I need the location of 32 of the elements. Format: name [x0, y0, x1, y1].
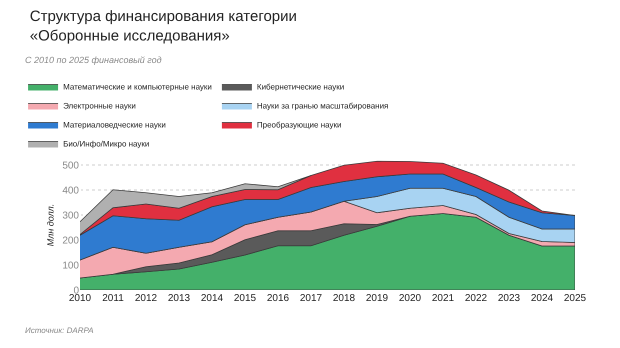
chart-title: Структура финансирования категории «Оборонные исследования»	[30, 8, 297, 44]
y-tick-label: 300	[62, 210, 80, 222]
x-tick-label: 2014	[200, 293, 224, 304]
x-tick-label: 2025	[564, 293, 587, 304]
legend-label: Математические и компьютерные науки	[63, 82, 212, 92]
x-tick-label: 2024	[530, 293, 554, 304]
x-tick-label: 2019	[366, 293, 389, 304]
y-tick-label: 500	[62, 160, 80, 172]
y-tick-label: 200	[62, 236, 80, 246]
x-tick-label: 2016	[266, 293, 290, 304]
x-tick-label: 2020	[398, 293, 422, 304]
x-tick-label: 2015	[234, 293, 257, 304]
legend-label: Био/Инфо/Микро науки	[63, 140, 150, 149]
x-tick-label: 2018	[332, 293, 356, 304]
y-axis-title: Млн долл.	[46, 204, 56, 246]
x-tick-label: 2021	[432, 293, 455, 304]
y-tick-label: 100	[62, 260, 80, 272]
legend-label: Кибернетические науки	[256, 82, 344, 92]
legend-label: Преобразующие науки	[256, 120, 342, 130]
x-tick-label: 2022	[464, 293, 488, 304]
x-tick-label: 2013	[168, 293, 191, 304]
x-tick-label: 2012	[134, 293, 158, 304]
y-tick-label: 400	[62, 186, 80, 196]
chart-subtitle: С 2010 по 2025 финансовый год	[25, 55, 162, 65]
x-tick-label: 2023	[498, 293, 521, 304]
legend-label: Науки за гранью масштабирования	[256, 102, 388, 111]
legend-label: Материаловедческие науки	[63, 120, 166, 130]
legend-label: Электронные науки	[63, 102, 136, 111]
x-tick-label: 2011	[102, 293, 124, 304]
x-tick-label: 2010	[68, 293, 92, 304]
x-tick-label: 2017	[300, 293, 323, 304]
text: Источник: DARPA	[25, 326, 94, 335]
